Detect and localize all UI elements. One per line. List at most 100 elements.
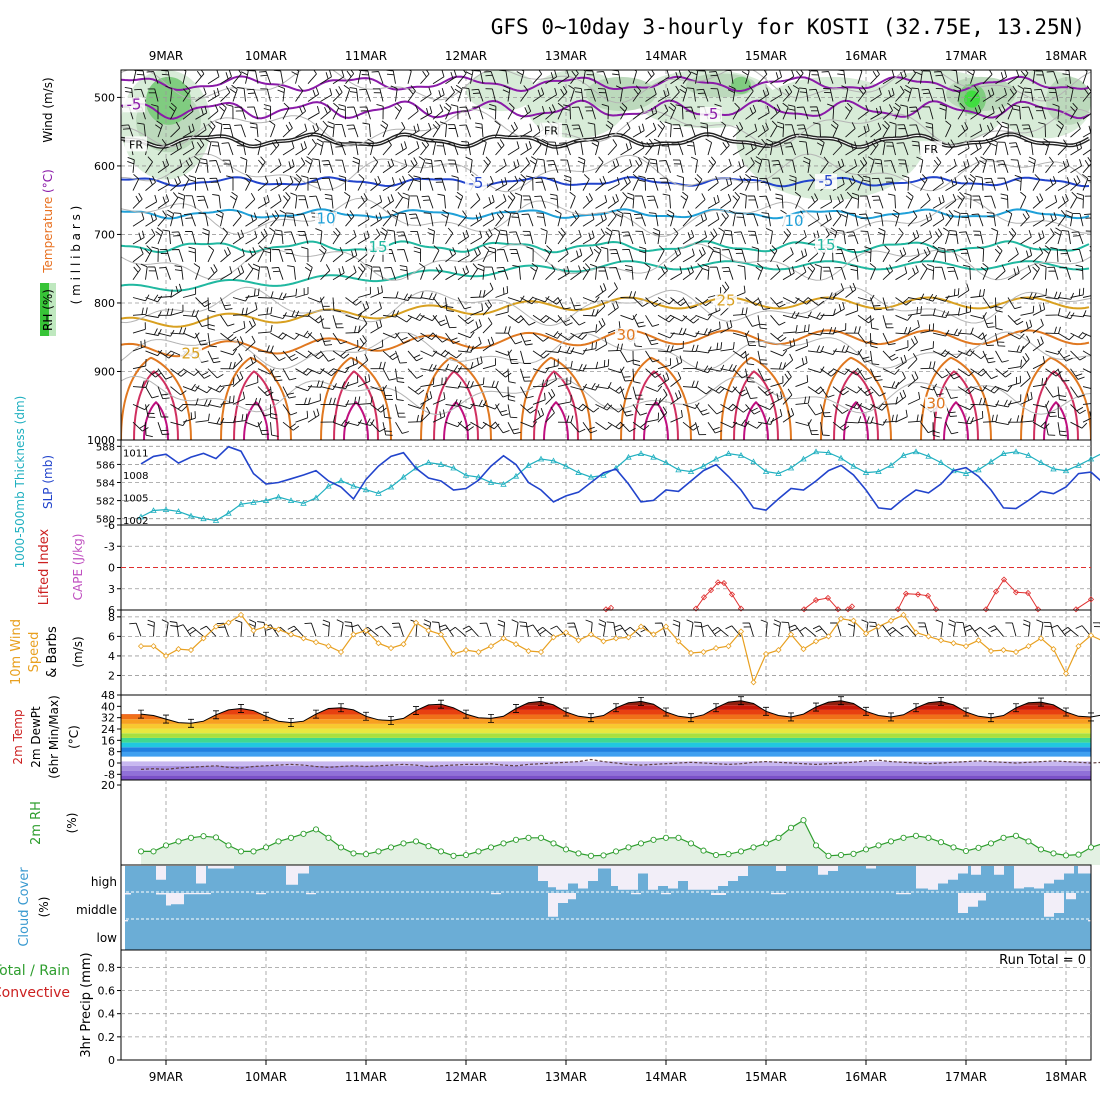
wind-barb [482, 194, 495, 209]
rh-marker [925, 834, 932, 841]
wind-barb [1093, 622, 1100, 628]
thickness-marker [650, 453, 657, 460]
wind-barb [282, 192, 291, 209]
wind-barb [170, 192, 179, 209]
wind-barb [132, 380, 149, 388]
wind-speed-marker [912, 629, 920, 636]
precip-frame [120, 949, 1092, 1061]
wind-barb [796, 106, 809, 120]
temperature-minmax-bar [488, 713, 494, 723]
wind-barb [606, 621, 617, 637]
isotherm-label-bg [125, 136, 147, 152]
wind-barb [407, 291, 424, 299]
temperature-color-band [121, 775, 1091, 780]
wind-barb [270, 422, 279, 437]
precip-tick-label: 0.2 [98, 1031, 116, 1044]
wind-barb [220, 86, 231, 102]
wind-barb [277, 85, 286, 102]
temperature-tick-label: 8 [108, 746, 115, 759]
wind-barb [701, 624, 717, 637]
wind-barb [926, 264, 935, 280]
wind-barb [407, 173, 415, 191]
rh-marker [712, 851, 720, 859]
wind-speed-marker [375, 640, 382, 647]
wind-barb [382, 194, 395, 209]
wind-barb [170, 386, 187, 396]
upper-ylabel-temp-word: Temperature [41, 197, 55, 274]
wind-barb [320, 87, 333, 102]
wind-barb [320, 332, 333, 346]
wind-barb [432, 315, 448, 327]
wind-barb [544, 245, 552, 263]
wind-barb [705, 138, 713, 156]
wind-barb [257, 422, 270, 435]
wind-barb [402, 192, 410, 209]
wind-tick-label: 8 [108, 611, 115, 624]
wind-barb [457, 265, 470, 281]
wind-barb [945, 288, 960, 298]
wind-barb [1070, 386, 1085, 398]
wind-speed-marker [400, 641, 407, 648]
rh-marker [1062, 852, 1070, 859]
wind-barb [1007, 227, 1017, 245]
wind-barb [820, 212, 832, 227]
high-cloud-clear-bar [618, 866, 628, 890]
wind-barb [820, 404, 832, 418]
lifted-index-marker [812, 597, 820, 604]
wind-barb [345, 375, 359, 388]
wind-barb [670, 297, 687, 306]
wind10m-ylabel-line1: 10m Wind [9, 619, 24, 685]
wind-barb [751, 246, 759, 262]
rh-marker [737, 848, 745, 855]
wind-barb [971, 213, 984, 227]
wind-barb [643, 156, 650, 173]
wind-barb [1020, 265, 1032, 281]
low-cloud-clear-bar [125, 920, 128, 922]
wind-barb [772, 177, 784, 191]
thickness-marker [300, 499, 307, 506]
wind-barb [1007, 332, 1025, 340]
rh-marker [650, 836, 657, 843]
wind-barb [237, 87, 246, 102]
thickness-tick-label: 580 [96, 515, 115, 526]
temperature-color-band [121, 747, 1091, 752]
wind-barb [482, 336, 495, 352]
wind-barb [309, 177, 321, 191]
wind-speed-marker [425, 627, 432, 634]
wind-barb [485, 266, 496, 280]
thickness-marker [1062, 467, 1070, 474]
thickness-marker [487, 479, 495, 485]
wind-barb [970, 140, 982, 156]
wind-barb [882, 368, 900, 375]
wind-barb [370, 194, 383, 209]
wind-barb [557, 266, 570, 281]
temperature-color-band [121, 728, 1091, 734]
wind-barb [568, 85, 575, 102]
thickness-marker [437, 461, 445, 467]
wind-barb [707, 228, 718, 245]
wind-barb [845, 303, 859, 316]
wind-barb [611, 229, 621, 245]
wind-barb [157, 368, 173, 380]
wind-barb [147, 266, 159, 280]
wind-barb [684, 124, 696, 138]
wind-barb [184, 213, 196, 227]
wind-barb [620, 191, 628, 209]
date-label-top: 11MAR [345, 49, 387, 63]
temperature-color-band [121, 761, 1091, 766]
rh2m-panel: 20 2m RH (%) [29, 779, 1100, 866]
temperature-color-band [121, 756, 1091, 762]
wind-barb [770, 350, 788, 357]
wind-barb [395, 314, 413, 323]
wind-barb [657, 104, 669, 120]
wind-barb [682, 265, 694, 281]
wind-barb [582, 230, 595, 245]
temperature-minmax-bar [188, 718, 194, 728]
temperature-tick-label: 16 [101, 734, 115, 747]
wind-barb [1057, 158, 1070, 174]
wind-barb [686, 619, 694, 637]
wind-speed-marker [337, 648, 345, 656]
wind-speed-marker [812, 638, 820, 645]
wind-barb [545, 372, 557, 387]
wind-barb [169, 102, 177, 120]
